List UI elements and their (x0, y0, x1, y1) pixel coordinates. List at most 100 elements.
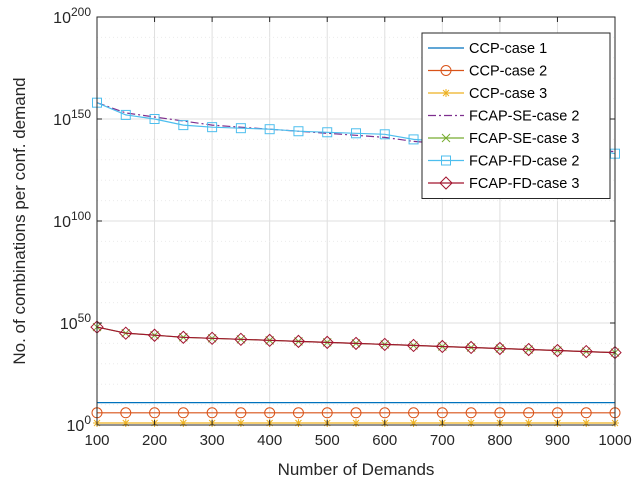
x-tick-label: 500 (315, 432, 340, 449)
plot-series (90, 97, 622, 427)
data-point-ccp-case-2 (177, 407, 189, 419)
data-point-fcap-fd-case-3 (147, 328, 162, 342)
data-point-ccp-case-2 (149, 407, 161, 419)
series-ccp-case-2 (91, 407, 621, 419)
data-point-fcap-fd-case-3 (119, 326, 133, 340)
legend-marker (440, 65, 452, 76)
data-point-fcap-fd-case-3 (579, 344, 593, 359)
x-tick-label: 1000 (598, 432, 631, 449)
data-point-fcap-fd-case-3 (205, 331, 219, 346)
data-point-fcap-fd-case-3 (320, 335, 334, 350)
legend-item-ccp-case-2: CCP-case 2 (428, 64, 547, 80)
data-point-ccp-case-2 (264, 407, 276, 419)
x-tick-label: 300 (200, 432, 225, 449)
x-tick-label: 100 (84, 432, 109, 449)
legend-marker (441, 155, 451, 166)
data-point-fcap-fd-case-2 (235, 123, 246, 134)
y-tick-label: 10100 (53, 209, 91, 231)
legend-item-ccp-case-3: CCP-case 3 (428, 86, 547, 102)
data-point-fcap-fd-case-3 (493, 341, 507, 356)
data-point-fcap-fd-case-3 (291, 334, 306, 349)
y-tick-label: 1050 (60, 311, 91, 333)
legend-label: CCP-case 2 (469, 64, 547, 80)
data-point-ccp-case-3 (524, 418, 533, 427)
x-axis-label: Number of Demands (278, 460, 435, 479)
data-point-ccp-case-3 (294, 418, 303, 427)
data-point-ccp-case-2 (235, 407, 247, 419)
legend-item-fcap-fd-case-2: FCAP-FD-case 2 (428, 154, 579, 170)
x-tick-label: 700 (430, 432, 455, 449)
x-tick-label: 200 (142, 432, 167, 449)
data-point-ccp-case-2 (408, 407, 420, 419)
series-line-fcap-fd-case-3 (96, 326, 616, 354)
y-tick-label: 10150 (53, 107, 91, 129)
data-point-ccp-case-2 (580, 407, 592, 419)
legend-item-fcap-se-case-3: FCAP-SE-case 3 (428, 131, 579, 147)
legend-label: CCP-case 1 (469, 41, 547, 57)
data-point-fcap-fd-case-2 (178, 120, 189, 131)
data-point-fcap-fd-case-3 (406, 338, 421, 353)
legend-marker (439, 176, 453, 190)
data-point-fcap-fd-case-3 (521, 342, 536, 357)
x-tick-label: 800 (487, 432, 512, 449)
series-ccp-case-3 (93, 418, 619, 427)
data-point-ccp-case-3 (467, 418, 476, 427)
data-point-ccp-case-2 (523, 407, 535, 419)
legend-label: FCAP-FD-case 3 (469, 176, 579, 192)
legend-label: CCP-case 3 (469, 86, 547, 102)
data-point-ccp-case-3 (121, 418, 130, 427)
legend-label: FCAP-SE-case 2 (469, 109, 579, 125)
data-point-fcap-fd-case-2 (322, 127, 333, 138)
y-axis-ticks: 100 1050 10100 10150 10200 (53, 5, 615, 435)
legend-item-fcap-se-case-2: FCAP-SE-case 2 (428, 109, 579, 125)
data-point-ccp-case-3 (409, 418, 418, 427)
legend-item-fcap-fd-case-3: FCAP-FD-case 3 (428, 176, 579, 192)
x-tick-label: 600 (372, 432, 397, 449)
data-point-fcap-fd-case-3 (262, 333, 277, 348)
data-point-ccp-case-3 (179, 418, 188, 427)
x-tick-label: 900 (545, 432, 570, 449)
data-point-fcap-fd-case-3 (550, 343, 565, 358)
x-tick-label: 400 (257, 432, 282, 449)
series-fcap-fd-case-3 (90, 320, 622, 360)
data-point-ccp-case-2 (494, 407, 506, 419)
data-point-fcap-fd-case-2 (207, 122, 218, 133)
data-point-fcap-fd-case-2 (264, 124, 275, 135)
series-fcap-se-case-3 (92, 322, 620, 357)
data-point-ccp-case-2 (465, 407, 477, 419)
data-point-ccp-case-3 (236, 418, 245, 427)
data-point-fcap-fd-case-2 (149, 114, 160, 124)
data-point-ccp-case-2 (292, 407, 304, 419)
data-point-fcap-fd-case-3 (234, 332, 248, 347)
data-point-fcap-fd-case-3 (378, 337, 392, 352)
data-point-ccp-case-3 (582, 418, 591, 427)
y-tick-label: 10200 (53, 5, 91, 27)
data-point-fcap-fd-case-2 (120, 109, 131, 120)
legend-item-ccp-case-1: CCP-case 1 (428, 41, 547, 57)
legend-marker (441, 133, 451, 143)
data-point-ccp-case-2 (206, 407, 218, 419)
data-point-fcap-fd-case-2 (408, 134, 419, 145)
legend-label: FCAP-SE-case 3 (469, 131, 579, 147)
data-point-ccp-case-2 (350, 407, 362, 419)
data-point-fcap-fd-case-2 (293, 126, 304, 137)
x-axis-ticks: 100 200 300 400 500 600 700 800 900 1000 (84, 17, 632, 449)
legend-label: FCAP-FD-case 2 (469, 154, 579, 170)
data-point-ccp-case-3 (352, 418, 360, 427)
data-point-fcap-fd-case-3 (464, 340, 478, 355)
data-point-fcap-fd-case-3 (435, 339, 450, 354)
y-tick-label: 100 (67, 413, 92, 435)
legend: CCP-case 1 CCP-case 2 CCP-case 3 FCAP-SE-ca… (421, 32, 611, 199)
data-point-ccp-case-2 (379, 407, 391, 419)
legend-box (421, 32, 611, 199)
data-point-ccp-case-2 (436, 407, 448, 419)
data-point-fcap-fd-case-2 (351, 128, 361, 139)
data-point-ccp-case-2 (321, 407, 333, 419)
legend-marker (442, 89, 450, 97)
data-point-fcap-fd-case-3 (176, 330, 191, 344)
y-axis-label: No. of combinations per conf. demand (10, 77, 29, 364)
data-point-fcap-fd-case-2 (379, 129, 390, 140)
data-point-ccp-case-2 (120, 407, 132, 419)
data-point-fcap-fd-case-3 (349, 336, 363, 351)
